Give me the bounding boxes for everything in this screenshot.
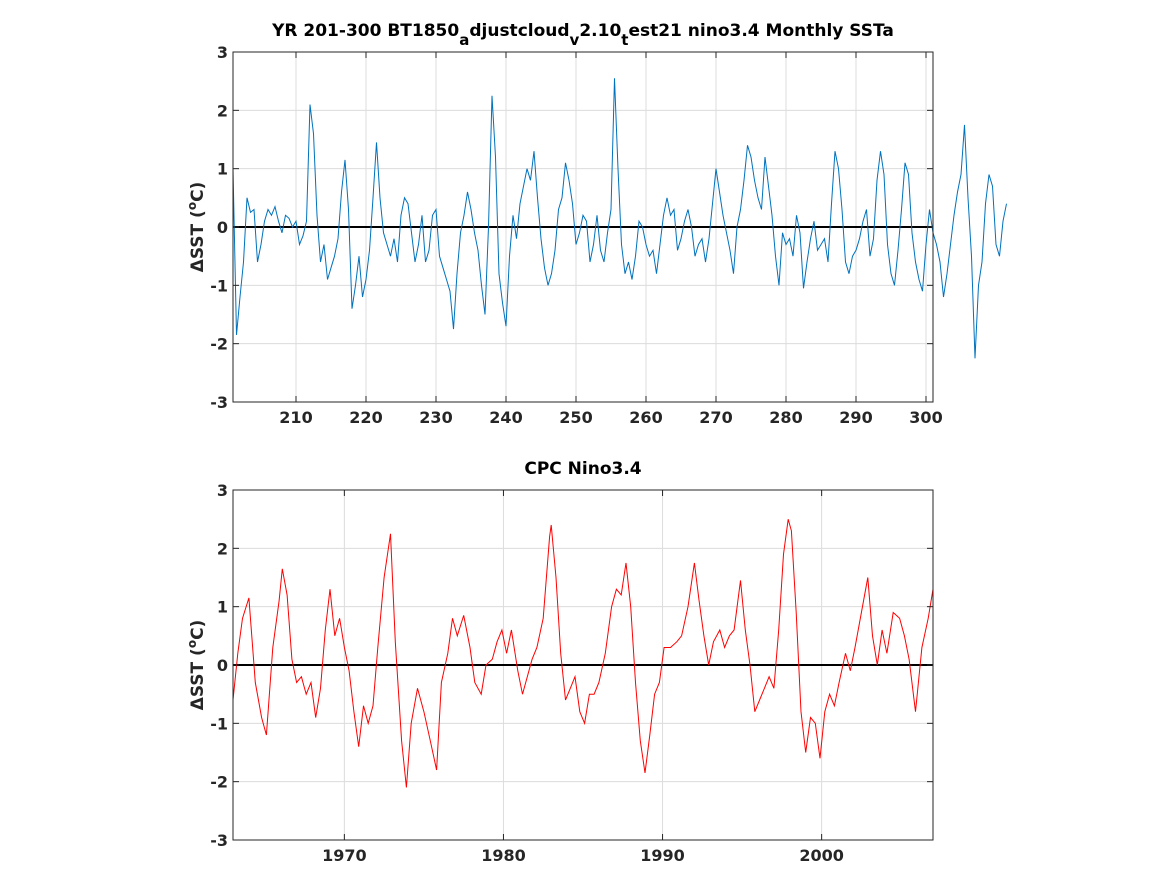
top-series-line	[232, 78, 1007, 359]
y-tick-label: 0	[217, 656, 228, 675]
title-segment: 2.10	[579, 21, 621, 41]
top-chart-title: YR 201-300 BT1850adjustcloudv2.10test21 …	[271, 21, 894, 49]
x-tick-label: 1970	[322, 846, 367, 865]
y-label-text: ΔSST (	[188, 210, 208, 272]
x-tick-label: 300	[909, 408, 942, 427]
x-tick-label: 1980	[481, 846, 526, 865]
bottom-y-axis-label: ΔSST (oC)	[185, 620, 208, 711]
x-tick-label: 270	[699, 408, 732, 427]
top-y-tick-labels: -3 -2 -1 0 1 2 3	[210, 43, 933, 412]
top-axes: YR 201-300 BT1850adjustcloudv2.10test21 …	[185, 21, 1007, 427]
x-tick-label: 210	[279, 408, 312, 427]
title-segment: v	[570, 31, 580, 49]
bottom-series-line	[232, 519, 934, 788]
y-tick-label: -2	[210, 335, 228, 354]
title-segment: est21 nino3.4 Monthly SSTa	[628, 21, 893, 41]
bottom-chart-title: CPC Nino3.4	[524, 459, 641, 479]
y-label-text: C)	[188, 182, 208, 202]
y-tick-label: -1	[210, 276, 228, 295]
bottom-y-tick-labels: -3 -2 -1 0 1 2 3	[210, 481, 933, 850]
y-tick-label: -3	[210, 831, 228, 850]
bottom-axes: CPC Nino3.4 1970 1980 1990 2000 -3-2-10123 …	[185, 459, 934, 865]
y-label-text: C)	[188, 620, 208, 640]
y-tick-label: -2	[210, 773, 228, 792]
title-segment: YR 201-300 BT1850	[271, 21, 459, 41]
y-label-text: ΔSST (	[188, 648, 208, 710]
y-tick-label: 2	[217, 539, 228, 558]
top-y-axis-label: ΔSST (oC)	[185, 182, 208, 273]
y-tick-label: -3	[210, 393, 228, 412]
x-tick-label: 230	[419, 408, 452, 427]
x-tick-label: 260	[629, 408, 662, 427]
title-segment: a	[459, 31, 469, 49]
x-tick-label: 290	[839, 408, 872, 427]
y-tick-label: 3	[217, 481, 228, 500]
y-tick-label: 1	[217, 598, 228, 617]
x-tick-label: 240	[489, 408, 522, 427]
y-label-superscript: o	[185, 202, 199, 210]
x-tick-label: 1990	[640, 846, 685, 865]
y-label-superscript: o	[185, 640, 199, 648]
y-tick-label: 2	[217, 101, 228, 120]
bottom-x-tick-labels: 1970 1980 1990 2000	[322, 490, 844, 865]
title-segment: t	[621, 31, 628, 49]
x-tick-label: 250	[559, 408, 592, 427]
y-tick-label: 3	[217, 43, 228, 62]
top-x-tick-labels: 210 220 230 240 250 260 270 280 290 300	[279, 52, 943, 427]
y-tick-label: 0	[217, 218, 228, 237]
title-segment: djustcloud	[469, 21, 569, 41]
y-tick-label: 1	[217, 160, 228, 179]
x-tick-label: 220	[349, 408, 382, 427]
x-tick-label: 2000	[799, 846, 844, 865]
x-tick-label: 280	[769, 408, 802, 427]
y-tick-label: -1	[210, 714, 228, 733]
